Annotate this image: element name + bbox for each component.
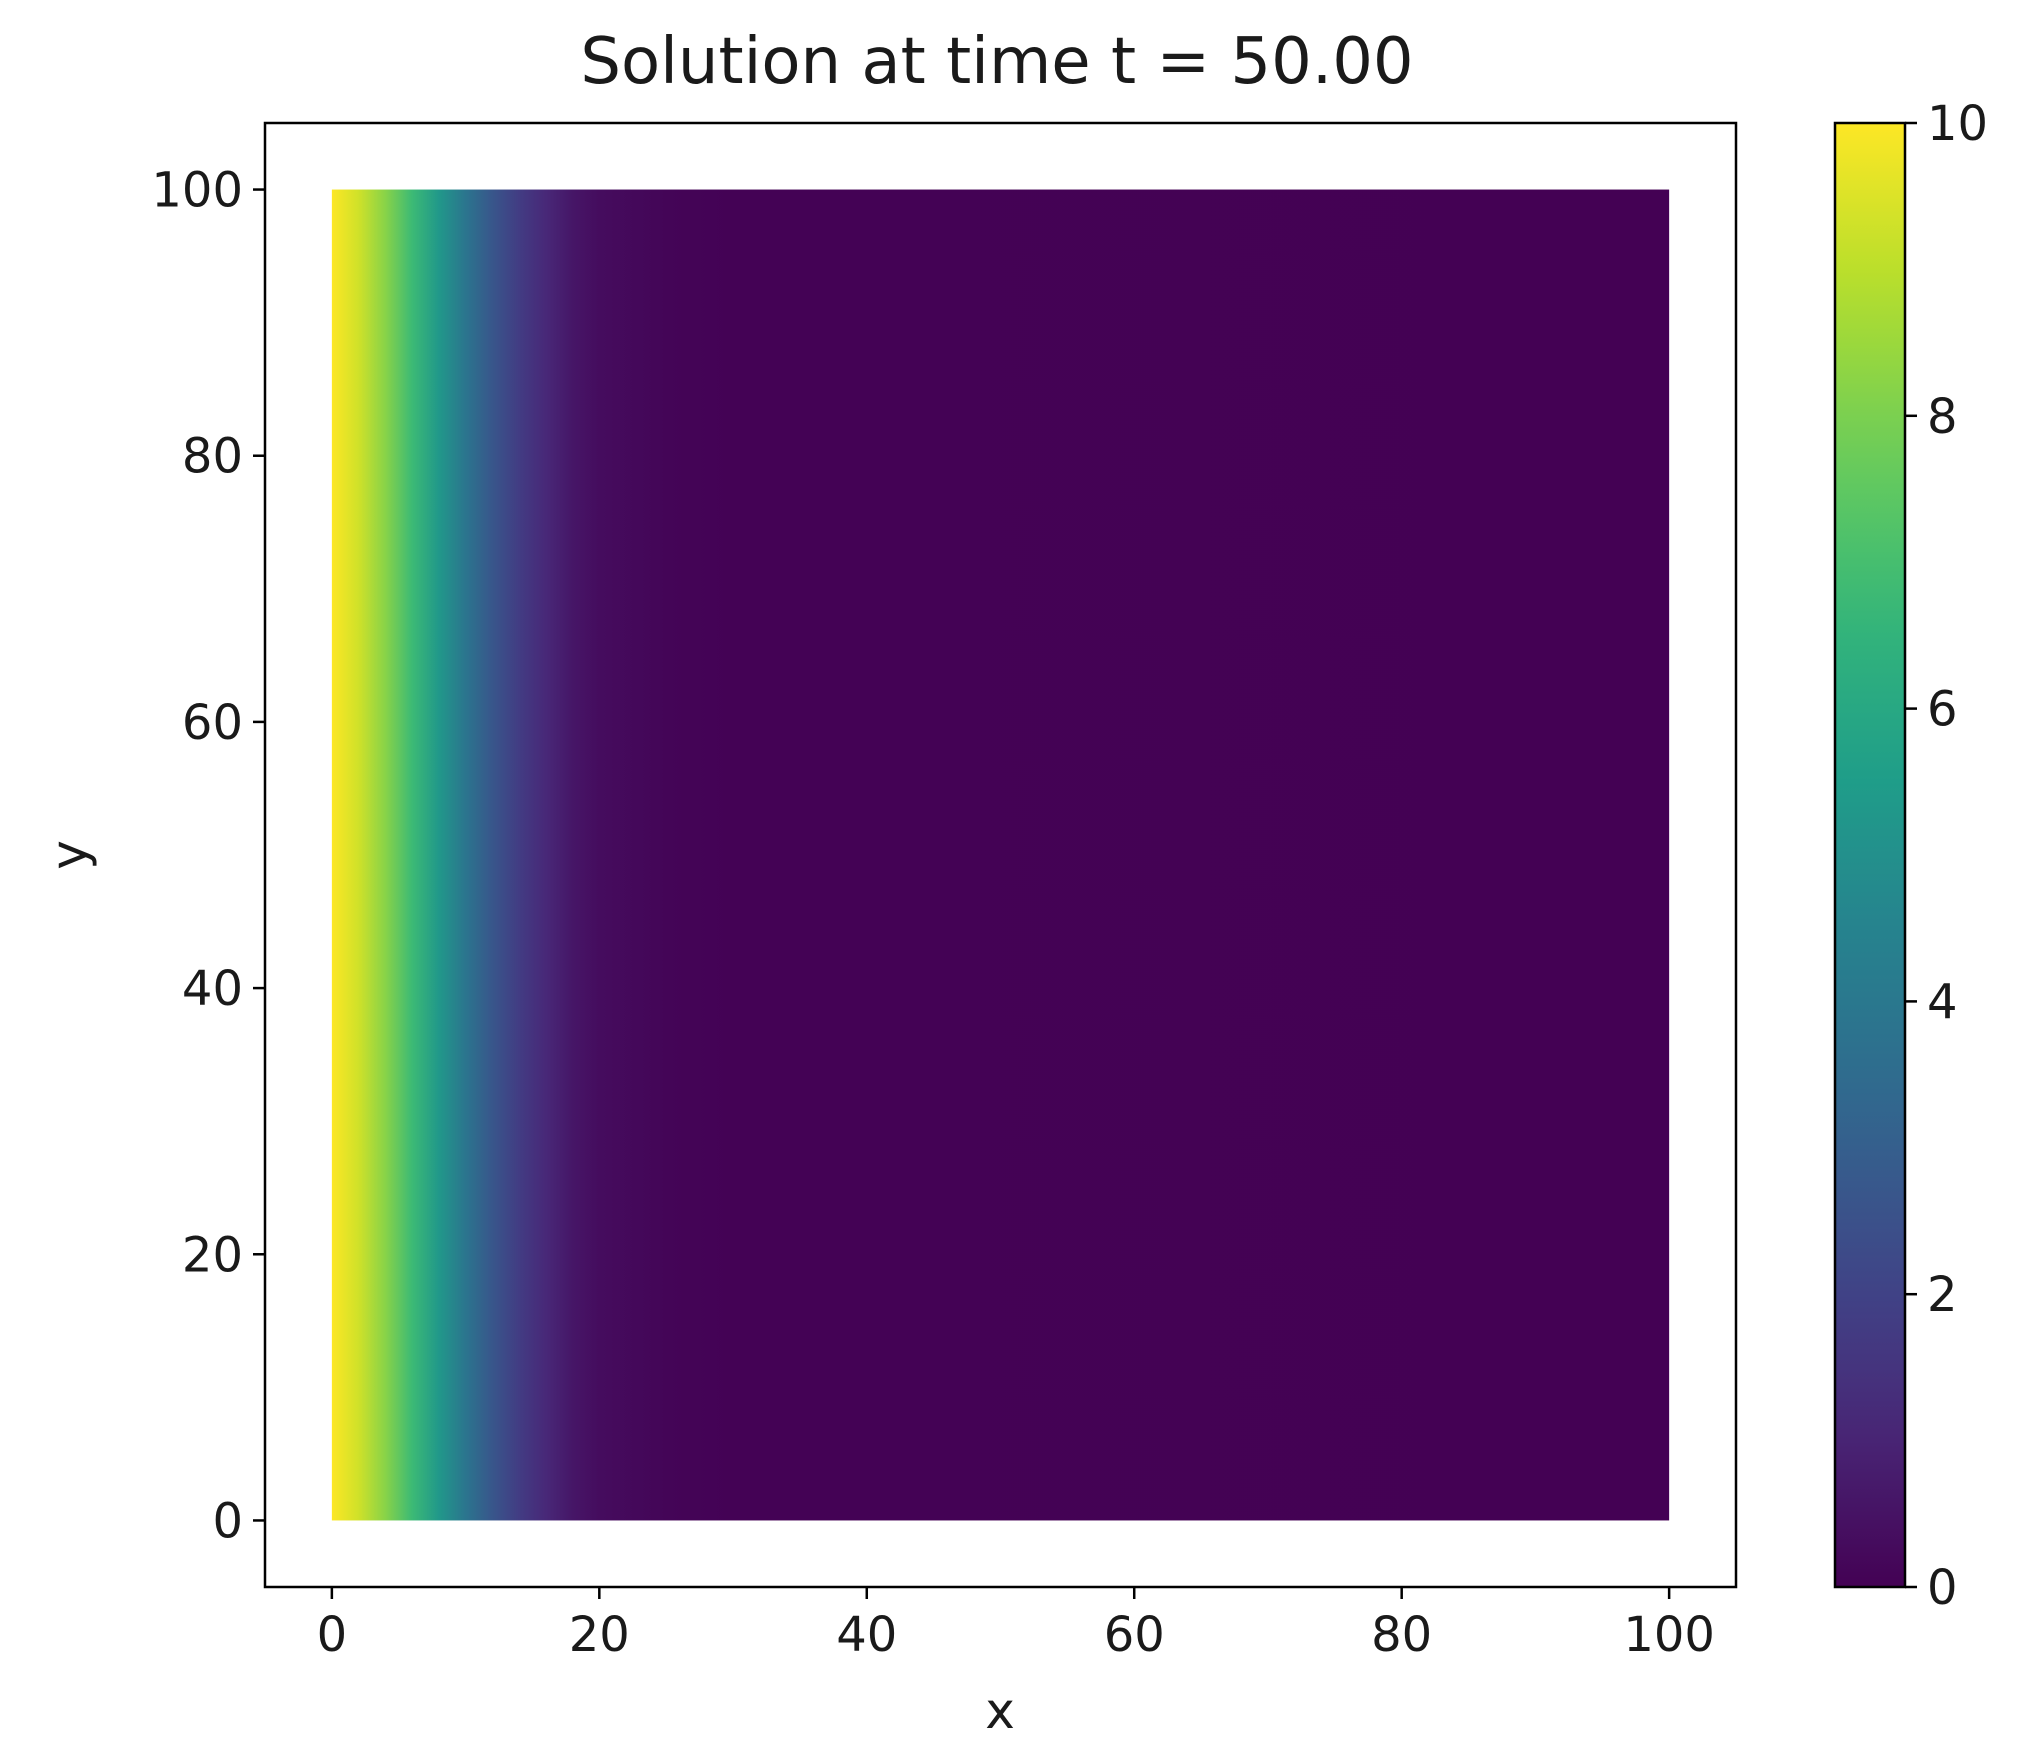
x-tick-label: 100 bbox=[1623, 1607, 1715, 1663]
colorbar-tick-label: 10 bbox=[1927, 96, 1988, 152]
y-tick-label: 0 bbox=[212, 1493, 243, 1549]
colorbar-tick-label: 0 bbox=[1927, 1560, 1958, 1616]
colorbar-tick-label: 8 bbox=[1927, 389, 1958, 445]
colorbar-tick-label: 4 bbox=[1927, 974, 1958, 1030]
colorbar bbox=[1835, 123, 1905, 1587]
x-tick-label: 20 bbox=[569, 1607, 630, 1663]
colorbar-tick-label: 6 bbox=[1927, 682, 1958, 738]
x-tick-label: 40 bbox=[836, 1607, 897, 1663]
y-axis: 0 20 40 60 80 100 bbox=[151, 163, 265, 1549]
x-tick-label: 60 bbox=[1104, 1607, 1165, 1663]
colorbar-gradient bbox=[1835, 123, 1905, 1587]
x-tick-label: 80 bbox=[1371, 1607, 1432, 1663]
colorbar-axis: 0 2 4 6 8 10 bbox=[1905, 96, 1988, 1616]
axes-frame bbox=[263, 121, 1738, 1589]
chart-title: Solution at time t = 50.00 bbox=[580, 25, 1413, 99]
x-axis-label: x bbox=[985, 1682, 1015, 1740]
y-tick-label: 40 bbox=[182, 961, 243, 1017]
y-tick-label: 80 bbox=[182, 429, 243, 485]
x-tick-label: 0 bbox=[317, 1607, 348, 1663]
plot-area bbox=[331, 189, 1670, 1521]
x-axis: 0 20 40 60 80 100 bbox=[317, 1587, 1715, 1663]
colorbar-tick-label: 2 bbox=[1927, 1267, 1958, 1323]
y-axis-label: y bbox=[40, 840, 98, 870]
heatmap-field bbox=[331, 189, 1670, 1521]
y-tick-label: 100 bbox=[151, 163, 243, 219]
y-tick-label: 60 bbox=[182, 695, 243, 751]
y-tick-label: 20 bbox=[182, 1227, 243, 1283]
colorbar-frame bbox=[1833, 121, 1907, 1589]
